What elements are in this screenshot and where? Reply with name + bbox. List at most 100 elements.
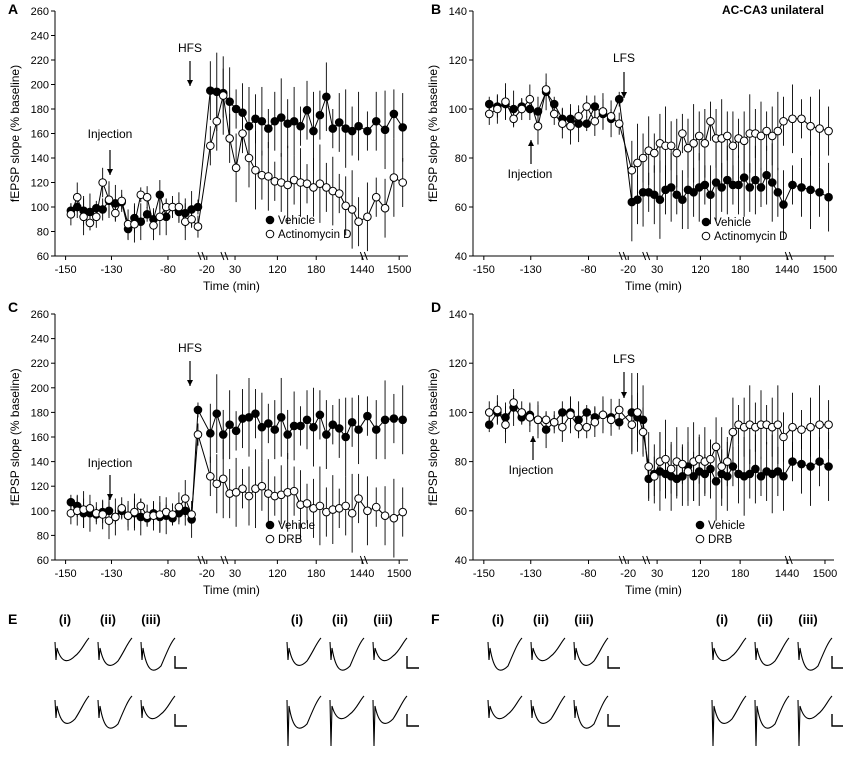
series-line bbox=[618, 409, 829, 478]
axis-break bbox=[224, 251, 229, 261]
data-point bbox=[582, 102, 592, 111]
data-point bbox=[779, 432, 788, 442]
data-point bbox=[104, 195, 114, 204]
data-point bbox=[309, 126, 318, 136]
data-point bbox=[525, 413, 535, 422]
x-tick-label: -80 bbox=[581, 264, 597, 276]
trace-label: (ii) bbox=[100, 612, 116, 627]
data-point bbox=[661, 454, 670, 464]
x-tick-label: 180 bbox=[307, 568, 325, 580]
fepsp-trace bbox=[97, 695, 133, 729]
x-axis-label: Time (min) bbox=[625, 583, 682, 597]
data-point bbox=[541, 85, 551, 94]
data-point bbox=[270, 116, 280, 126]
data-point bbox=[614, 405, 624, 415]
data-point bbox=[276, 113, 286, 122]
data-point bbox=[251, 165, 260, 175]
fepsp-trace bbox=[54, 695, 90, 724]
data-point bbox=[739, 173, 749, 182]
injection-label: Injection bbox=[508, 167, 553, 181]
data-point bbox=[328, 420, 338, 430]
data-point bbox=[717, 462, 726, 471]
data-point bbox=[590, 417, 600, 427]
data-point bbox=[363, 411, 372, 421]
data-point bbox=[117, 504, 127, 513]
trace-label: (iii) bbox=[373, 612, 393, 627]
data-point bbox=[627, 165, 637, 175]
data-point bbox=[92, 212, 101, 222]
data-point bbox=[322, 183, 331, 192]
data-point bbox=[309, 183, 318, 192]
data-point bbox=[380, 125, 390, 135]
data-point bbox=[315, 110, 325, 120]
data-point bbox=[773, 467, 783, 476]
axis-break bbox=[220, 251, 225, 261]
data-point bbox=[633, 158, 642, 168]
data-point bbox=[533, 121, 543, 131]
data-point bbox=[582, 422, 592, 432]
axis-break bbox=[642, 251, 647, 261]
data-point bbox=[111, 512, 120, 522]
y-axis-label: fEPSP slope (% baseline) bbox=[8, 65, 22, 202]
data-point bbox=[174, 502, 184, 512]
data-point bbox=[264, 172, 273, 181]
fepsp-trace bbox=[372, 695, 408, 747]
data-point bbox=[745, 469, 755, 479]
x-tick-label: -150 bbox=[473, 264, 495, 276]
data-point bbox=[509, 398, 518, 407]
fepsp-trace bbox=[711, 695, 747, 747]
x-tick-label: 1500 bbox=[387, 568, 411, 580]
data-point bbox=[728, 427, 738, 437]
data-point bbox=[187, 214, 196, 224]
data-point bbox=[251, 409, 260, 418]
data-point bbox=[638, 427, 648, 437]
y-tick-label: 240 bbox=[31, 31, 49, 43]
trace-label: (ii) bbox=[332, 612, 348, 627]
stimulus-arrowhead bbox=[187, 380, 193, 386]
scale-bar bbox=[174, 714, 187, 727]
y-tick-label: 60 bbox=[455, 506, 467, 518]
y-tick-label: 140 bbox=[31, 153, 49, 165]
y-tick-label: 80 bbox=[37, 227, 49, 239]
y-tick-label: 260 bbox=[31, 6, 49, 18]
x-tick-label: 180 bbox=[307, 264, 325, 276]
data-point bbox=[244, 413, 254, 422]
data-point bbox=[797, 459, 806, 469]
fepsp-trace bbox=[140, 637, 176, 671]
legend-marker bbox=[695, 534, 705, 544]
data-point bbox=[762, 170, 771, 180]
data-point bbox=[315, 410, 325, 420]
data-point bbox=[85, 218, 95, 228]
scale-bar bbox=[174, 656, 187, 669]
x-tick-label: -150 bbox=[473, 568, 495, 580]
data-point bbox=[788, 114, 797, 124]
panel-letter: E bbox=[8, 611, 17, 627]
x-tick-label: -20 bbox=[620, 264, 636, 276]
y-axis-label: fEPSP slope (% baseline) bbox=[426, 65, 440, 202]
data-point bbox=[824, 420, 833, 430]
y-tick-label: 180 bbox=[31, 104, 49, 116]
axis-break bbox=[224, 555, 229, 565]
data-point bbox=[815, 124, 824, 133]
data-point bbox=[322, 430, 331, 439]
data-point bbox=[328, 124, 338, 133]
data-point bbox=[644, 462, 653, 471]
x-tick-label: -130 bbox=[100, 264, 122, 276]
x-tick-label: 30 bbox=[229, 264, 241, 276]
data-point bbox=[193, 430, 203, 439]
data-point bbox=[130, 507, 139, 517]
legend-label: Actinomycin D bbox=[714, 231, 788, 243]
y-tick-label: 100 bbox=[31, 506, 49, 518]
y-tick-label: 80 bbox=[37, 530, 49, 542]
y-tick-label: 160 bbox=[31, 432, 49, 444]
data-point bbox=[212, 479, 222, 489]
series-treatment bbox=[484, 373, 833, 506]
data-point bbox=[723, 131, 732, 141]
x-tick-label: -20 bbox=[620, 568, 636, 580]
legend-marker bbox=[265, 215, 275, 225]
trace-group: (i) (ii) (iii) bbox=[286, 612, 419, 747]
y-tick-label: 240 bbox=[31, 334, 49, 346]
x-tick-label: 120 bbox=[691, 568, 709, 580]
x-tick-label: -80 bbox=[160, 568, 176, 580]
data-point bbox=[655, 195, 665, 204]
